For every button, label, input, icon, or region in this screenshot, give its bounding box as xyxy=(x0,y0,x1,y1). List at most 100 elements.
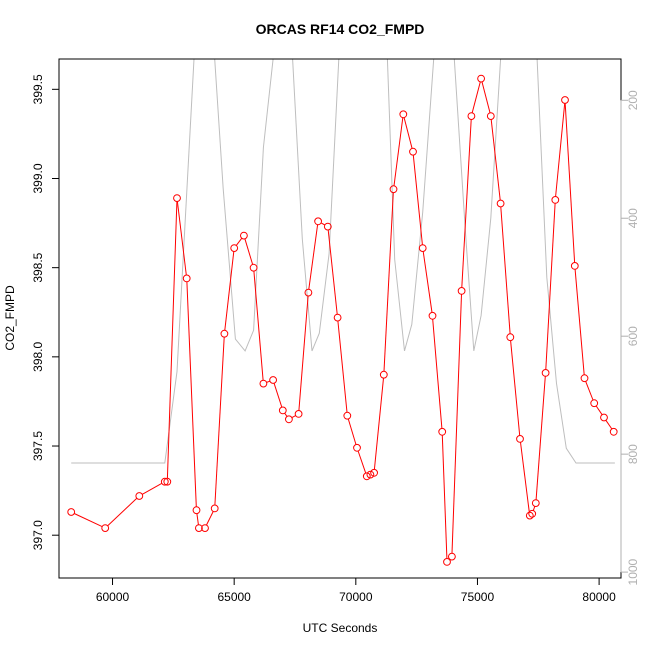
y-axis-label: CO2_FMPD xyxy=(3,285,17,351)
series-line-segment xyxy=(320,222,326,226)
data-point xyxy=(101,524,110,532)
y-tick-label: 398.5 xyxy=(31,252,45,282)
series-line-segment xyxy=(532,506,536,511)
data-point xyxy=(182,274,191,283)
series-line-segment xyxy=(337,320,348,413)
series-line-segment xyxy=(412,155,423,245)
data-point xyxy=(220,329,229,338)
data-point xyxy=(173,194,181,203)
data-point xyxy=(590,399,599,408)
data-point xyxy=(195,524,203,532)
x-tick-label: 80000 xyxy=(582,590,616,604)
series-line-segment xyxy=(564,103,576,263)
series-line-segment xyxy=(545,203,556,370)
series-line-segment xyxy=(461,119,472,288)
series-line-segment xyxy=(206,511,214,526)
y-axis-right: 200 400 600 800 1000 xyxy=(620,90,640,585)
data-point xyxy=(304,288,313,297)
data-point xyxy=(528,509,537,518)
data-point xyxy=(285,415,293,424)
y-axis-left: 397.0 397.5 398.0 398.5 399.0 399.5 xyxy=(31,74,60,550)
data-point xyxy=(457,287,466,295)
series-line-segment xyxy=(403,117,413,149)
data-point xyxy=(467,112,476,120)
series-line-segment xyxy=(432,319,443,429)
data-point xyxy=(201,524,209,532)
data-point xyxy=(418,244,427,253)
data-point xyxy=(135,492,144,500)
data-point xyxy=(443,558,451,566)
data-point xyxy=(210,504,219,513)
series-line-segment xyxy=(196,513,199,525)
series-line-segment xyxy=(555,103,566,197)
x-tick-label: 70000 xyxy=(339,590,373,604)
series-line-segment xyxy=(535,376,546,500)
data-point xyxy=(428,311,437,320)
data-point xyxy=(230,244,239,253)
data-point xyxy=(192,506,201,515)
series-line-segment xyxy=(451,294,462,554)
data-point xyxy=(333,313,342,322)
data-point xyxy=(580,374,589,383)
chart-title: ORCAS RF14 CO2_FMPD xyxy=(256,21,425,37)
data-point xyxy=(551,196,560,204)
data-point xyxy=(561,96,569,104)
series-line-segment xyxy=(393,117,404,186)
series-line-segment xyxy=(186,281,197,507)
series-line-segment xyxy=(490,119,501,201)
data-point xyxy=(409,147,417,156)
y2-tick-label: 200 xyxy=(626,90,640,110)
y-tick-label: 399.0 xyxy=(31,163,45,193)
y2-tick-label: 600 xyxy=(626,326,640,346)
y2-tick-label: 400 xyxy=(626,208,640,228)
data-point xyxy=(448,552,456,561)
data-point xyxy=(163,477,172,486)
y-tick-label: 398.0 xyxy=(31,342,45,372)
series-line-segment xyxy=(585,381,594,401)
series-line-segment xyxy=(284,412,288,417)
data-point xyxy=(249,263,258,272)
series-line-segment xyxy=(266,380,271,383)
series-line-segment xyxy=(383,192,394,372)
series-line-segment xyxy=(357,450,367,474)
series-line-segment xyxy=(471,81,481,113)
series-line-segment xyxy=(327,229,338,315)
data-point xyxy=(600,413,608,422)
series-line-segment xyxy=(595,405,603,415)
series-line-segment xyxy=(244,238,254,265)
series-line-segment xyxy=(214,337,225,506)
series-line-segment xyxy=(510,340,521,436)
y-tick-label: 397.5 xyxy=(31,431,45,461)
series-line-segment xyxy=(166,201,178,479)
y-tick-label: 397.0 xyxy=(31,520,45,550)
series-line-segment xyxy=(500,206,511,334)
data-point xyxy=(506,333,515,342)
y-tick-label: 399.5 xyxy=(31,74,45,104)
data-point xyxy=(294,410,303,418)
series-line-segment xyxy=(441,435,448,559)
x-axis-label: UTC Seconds xyxy=(303,621,378,635)
series-line-segment xyxy=(291,415,296,419)
series-line-segment xyxy=(422,251,433,313)
data-point xyxy=(525,511,534,520)
data-point xyxy=(477,74,486,83)
x-axis: 60000 65000 70000 75000 80000 xyxy=(96,577,616,604)
data-point xyxy=(570,262,579,270)
data-point xyxy=(240,231,248,240)
series-line-segment xyxy=(347,418,357,445)
series-line-segment xyxy=(298,295,309,411)
series-line-segment xyxy=(142,482,163,495)
data-point xyxy=(353,443,361,452)
data-point xyxy=(160,477,169,486)
y2-tick-label: 800 xyxy=(626,444,640,464)
secondary-series-line xyxy=(71,59,615,464)
data-point xyxy=(259,379,268,388)
data-point xyxy=(389,185,398,194)
series-line-segment xyxy=(308,224,319,290)
data-point xyxy=(278,406,287,415)
data-point xyxy=(366,470,375,479)
series-line-segment xyxy=(107,497,138,527)
series-line-segment xyxy=(73,513,103,528)
